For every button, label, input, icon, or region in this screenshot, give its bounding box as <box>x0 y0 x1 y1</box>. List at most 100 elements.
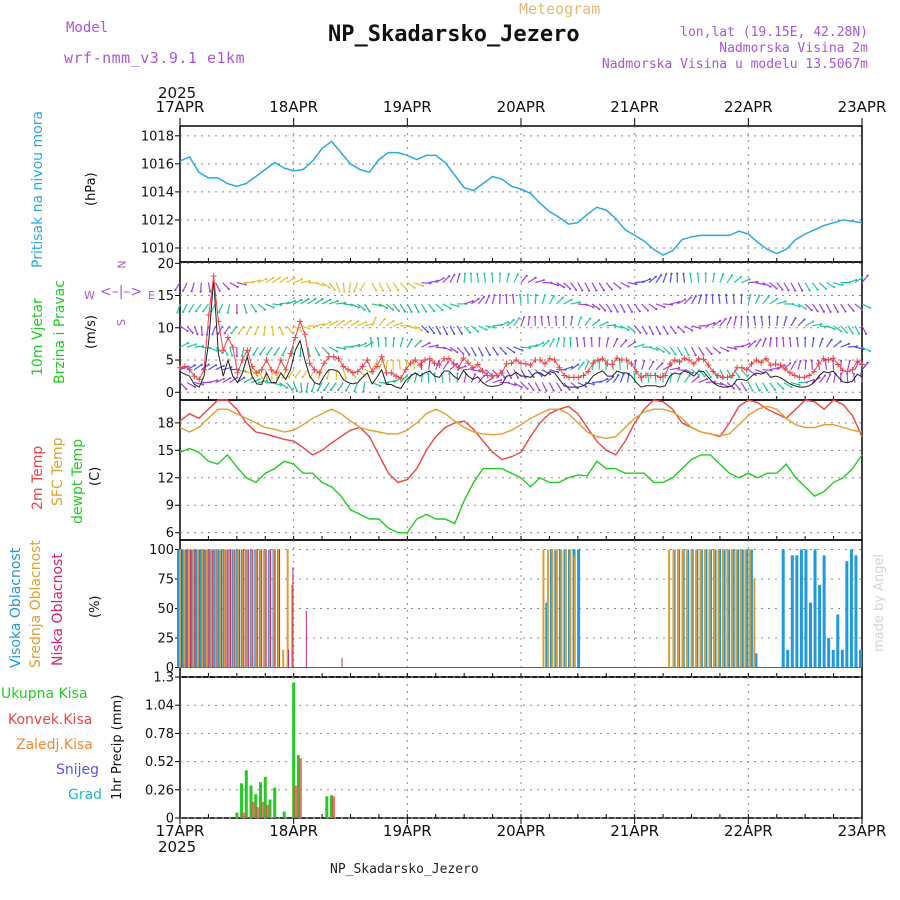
wind-arrow <box>662 346 670 354</box>
wind-arrow-head <box>864 332 868 335</box>
wind-arrow <box>790 303 800 308</box>
wind-arrow <box>208 379 218 384</box>
high-cloud-bar <box>727 549 731 668</box>
wind-gust-marker <box>551 357 558 364</box>
y-tick-label: 0 <box>166 661 174 676</box>
wind-arrow <box>406 282 416 289</box>
mid-cloud-bar <box>703 549 706 668</box>
wind-arrow <box>861 325 867 335</box>
wind-arrow <box>556 282 565 288</box>
wind-gust-marker <box>623 357 630 364</box>
wind-arrow <box>477 346 483 356</box>
mid-cloud-bar <box>237 549 240 668</box>
wind-gust-marker <box>277 357 284 364</box>
wind-arrow-head <box>432 310 436 313</box>
cloud-panel: 0 25 50 75 100 <box>149 539 863 678</box>
wind-arrow-head <box>273 353 276 356</box>
wind-arrow <box>412 360 416 370</box>
wind-arrow <box>323 382 330 391</box>
y-tick-label: 10 <box>157 321 174 336</box>
wind-arrow <box>211 325 217 335</box>
wind-arrow <box>288 369 295 378</box>
wind-arrow <box>591 381 602 384</box>
wind-arrow <box>477 375 485 383</box>
wind-arrow <box>317 382 323 391</box>
high-cloud-bar <box>708 549 712 668</box>
wind-arrow-head <box>211 333 214 336</box>
mid-cloud-bar <box>210 549 213 668</box>
wind-arrow-head <box>860 308 863 311</box>
wind-arrow <box>598 303 606 311</box>
wind-arrow-head <box>595 289 598 292</box>
wind-arrow-head <box>823 374 827 377</box>
wind-arrow <box>321 282 330 289</box>
wind-gust-marker <box>311 366 318 373</box>
mid-cloud-bar <box>291 584 294 668</box>
wind-arrow <box>684 325 693 331</box>
wind-arrow <box>428 344 438 348</box>
wind-arrow-head <box>804 307 807 310</box>
mid-cloud-bar <box>569 549 572 668</box>
wind-gust-marker <box>705 362 712 369</box>
wind-arrow-head <box>785 316 788 319</box>
wind-arrow-head <box>788 337 791 340</box>
wind-arrow-head <box>503 376 506 379</box>
wind-arrow-head <box>680 353 683 357</box>
wind-arrow-head <box>293 277 296 280</box>
wind-arrow-head <box>295 389 299 393</box>
wind-arrow-head <box>646 309 650 312</box>
wind-arrow <box>229 377 238 384</box>
wind-arrow <box>491 294 496 305</box>
y-tick-label: 0.52 <box>145 755 174 770</box>
wind-arrow-head <box>598 308 601 311</box>
y-tick-label: 0.26 <box>145 783 174 798</box>
wind-arrow-head <box>655 307 658 311</box>
wind-arrow-head <box>413 286 416 289</box>
wind-arrow <box>598 282 605 291</box>
wind-arrow <box>257 278 267 284</box>
wind-arrow-head <box>414 327 418 330</box>
wind-arrow <box>670 301 680 305</box>
high-cloud-bar <box>790 555 794 668</box>
wind-arrow-head <box>488 353 491 357</box>
total-precip-bar <box>282 811 286 818</box>
wind-arrow-head <box>768 315 771 318</box>
wind-gust-marker <box>177 364 183 371</box>
wind-arrow <box>392 377 402 384</box>
wind-arrow <box>627 325 635 333</box>
wind-arrow-head <box>397 309 400 312</box>
wind-arrow-head <box>364 321 367 324</box>
wind-arrow-head <box>344 377 348 380</box>
low-cloud-bar <box>256 549 258 668</box>
high-cloud-bar <box>749 549 753 668</box>
total-precip-bar <box>273 787 277 818</box>
wind-arrow <box>407 325 417 329</box>
wind-arrow-head <box>570 298 573 301</box>
wind-arrow-head <box>201 383 205 386</box>
wind-arrow <box>712 273 715 283</box>
wind-arrow <box>726 346 736 350</box>
wind-arrow-head <box>534 276 537 279</box>
mid-cloud-bar <box>681 549 684 668</box>
wind-arrow-head <box>787 289 790 292</box>
wind-arrow <box>377 338 380 348</box>
wind-arrow-head <box>281 333 284 336</box>
wind-arrow-head <box>506 321 510 324</box>
wind-gust-marker <box>292 334 299 341</box>
wind-arrow-head <box>522 316 526 319</box>
mid-cloud-bar <box>573 555 576 668</box>
wind-arrow-head <box>638 310 641 313</box>
wind-arrow <box>385 303 394 311</box>
wind-arrow-head <box>669 364 673 367</box>
conv-precip-bar <box>261 801 265 818</box>
x-tick-label-top: 19APR <box>383 98 432 116</box>
wind-arrow-head <box>709 376 712 379</box>
wind-arrow-head <box>520 386 523 389</box>
wind-arrow <box>194 345 204 348</box>
wind-arrow <box>705 294 708 304</box>
wind-arrow <box>811 282 819 291</box>
wind-arrow-head <box>477 330 480 333</box>
wind-gust-marker <box>407 360 414 367</box>
high-cloud-bar <box>859 649 862 668</box>
wind-arrow-head <box>186 341 190 345</box>
